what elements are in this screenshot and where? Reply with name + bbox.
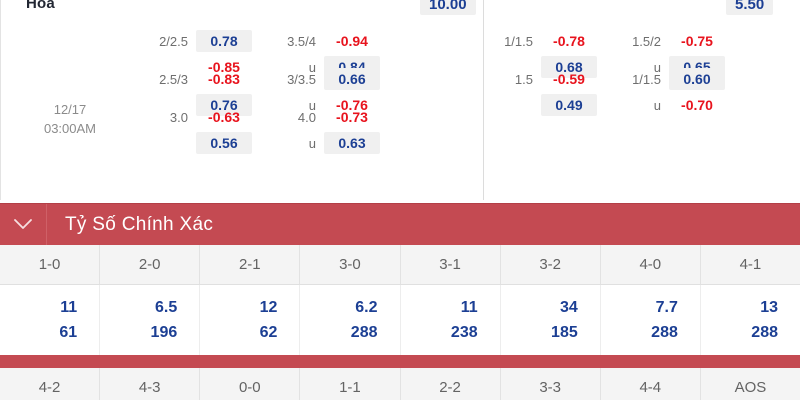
score-odd-primary[interactable]: 7.7 — [655, 298, 678, 316]
handicap-line: 1.5 — [514, 71, 533, 87]
score-odds-cell[interactable]: 11 238 — [401, 285, 501, 355]
ou-odd-under[interactable]: 0.63 — [324, 132, 380, 154]
ou-line: 3.5/4 — [287, 33, 316, 49]
handicap-overunder-panel: Hòa 10.00 5.50 12/17 03:00AM 2/2.5 0.78 … — [0, 0, 774, 200]
odds-block: 2.5/3 -0.83 3/3.5 0.66 0.76 u -0.76 — [150, 66, 380, 116]
ou-odd-over[interactable]: -0.73 — [336, 109, 368, 125]
section-red-divider — [0, 355, 800, 368]
score-odds-cell[interactable]: 6.5 196 — [100, 285, 201, 355]
score-odds-cell[interactable]: 12 62 — [200, 285, 301, 355]
score-odd-primary[interactable]: 6.5 — [155, 298, 178, 316]
handicap-odd-home[interactable]: -0.78 — [553, 33, 585, 49]
header-divider — [46, 203, 47, 246]
score-header-cell[interactable]: 4-3 — [100, 368, 201, 400]
correct-score-header-row-2: 4-2 4-3 0-0 1-1 2-2 3-3 4-4 AOS — [0, 368, 800, 400]
score-odd-secondary[interactable]: 238 — [450, 323, 478, 341]
score-header-cell[interactable]: 1-1 — [300, 368, 401, 400]
section-title: Tỷ Số Chính Xác — [65, 213, 214, 235]
draw-label: Hòa — [26, 0, 55, 12]
ou-under-label: u — [308, 97, 316, 113]
ou-line: 1.5/2 — [632, 33, 661, 49]
score-header-cell[interactable]: 3-3 — [501, 368, 601, 400]
handicap-line: 2/2.5 — [159, 33, 188, 49]
ou-under-label: u — [308, 135, 316, 151]
correct-score-header-row-1: 1-0 2-0 2-1 3-0 3-1 3-2 4-0 4-1 — [0, 245, 800, 285]
ou-under-label: u — [308, 59, 316, 75]
score-odd-primary[interactable]: 11 — [60, 298, 78, 316]
handicap-line: 3.0 — [169, 109, 188, 125]
handicap-odd-home[interactable]: 0.78 — [196, 30, 252, 52]
ou-line: 4.0 — [297, 109, 316, 125]
panel-center-divider — [483, 0, 484, 200]
score-odd-secondary[interactable]: 61 — [59, 323, 78, 341]
handicap-odd-home[interactable]: -0.63 — [208, 109, 240, 125]
handicap-odd-away[interactable]: -0.85 — [208, 59, 240, 75]
cut-odd-value-2[interactable]: 5.50 — [726, 0, 774, 15]
score-odds-cell[interactable]: 6.2 288 — [300, 285, 401, 355]
handicap-odd-home[interactable]: -0.59 — [553, 71, 585, 87]
score-header-cell[interactable]: 0-0 — [200, 368, 301, 400]
score-odd-secondary[interactable]: 196 — [150, 323, 178, 341]
handicap-odd-away[interactable]: 0.56 — [196, 132, 252, 154]
score-odd-primary[interactable]: 11 — [460, 298, 478, 316]
ou-line: 1/1.5 — [632, 71, 661, 87]
ou-under-label: u — [653, 97, 661, 113]
handicap-odd-away[interactable]: 0.68 — [541, 56, 597, 78]
score-odds-cell[interactable]: 13 288 — [701, 285, 800, 355]
score-header-cell[interactable]: AOS — [734, 379, 767, 396]
score-header-cell[interactable]: 2-0 — [100, 245, 201, 284]
score-header-cell[interactable]: 3-0 — [300, 245, 401, 284]
ou-odd-over[interactable]: -0.75 — [681, 33, 713, 49]
handicap-line: 1/1.5 — [504, 33, 533, 49]
ou-odd-over[interactable]: 0.60 — [669, 68, 725, 90]
score-odd-secondary[interactable]: 62 — [259, 323, 278, 341]
match-time: 03:00AM — [43, 121, 97, 136]
score-odds-cell[interactable]: 34 185 — [501, 285, 601, 355]
score-header-cell[interactable]: 4-0 — [601, 245, 701, 284]
score-odds-cell[interactable]: 11 61 — [0, 285, 101, 355]
ou-odd-under[interactable]: -0.70 — [681, 97, 713, 113]
correct-score-section-header[interactable]: Tỷ Số Chính Xác — [0, 203, 800, 246]
odds-block: 1/1.5 -0.78 1.5/2 -0.75 0.68 u 0.65 — [495, 28, 725, 78]
score-header-cell[interactable]: 4-2 — [0, 368, 101, 400]
score-odd-primary[interactable]: 13 — [760, 298, 778, 316]
score-odds-cell[interactable]: 7.7 288 — [601, 285, 701, 355]
ou-under-label: u — [653, 59, 661, 75]
handicap-odd-away[interactable]: 0.76 — [196, 94, 252, 116]
cut-odd-value-1[interactable]: 10.00 — [420, 0, 476, 15]
score-odd-secondary[interactable]: 288 — [350, 323, 378, 341]
chevron-down-icon[interactable] — [0, 216, 46, 233]
score-odd-secondary[interactable]: 185 — [551, 323, 578, 341]
correct-score-odds-row: 11 61 6.5 196 12 62 6.2 288 11 238 34 18… — [0, 285, 800, 355]
score-header-cell[interactable]: 3-1 — [401, 245, 501, 284]
odds-block: 2/2.5 0.78 3.5/4 -0.94 -0.85 u 0.84 — [150, 28, 380, 78]
handicap-odd-away[interactable]: 0.49 — [541, 94, 597, 116]
score-header-cell[interactable]: 2-2 — [401, 368, 501, 400]
odds-block: 3.0 -0.63 4.0 -0.73 0.56 u 0.63 — [150, 104, 380, 154]
score-header-cell[interactable]: 4-1 — [739, 256, 762, 273]
score-odd-primary[interactable]: 34 — [559, 298, 578, 316]
odds-grid-right: 1/1.5 -0.78 1.5/2 -0.75 0.68 u 0.65 1.5 — [495, 28, 725, 116]
odds-grid-left: 2/2.5 0.78 3.5/4 -0.94 -0.85 u 0.84 2.5/… — [150, 28, 380, 154]
score-odd-primary[interactable]: 12 — [259, 298, 278, 316]
score-odd-secondary[interactable]: 288 — [651, 323, 678, 341]
score-header-cell[interactable]: 3-2 — [501, 245, 601, 284]
score-odd-primary[interactable]: 6.2 — [355, 298, 378, 316]
handicap-odd-home[interactable]: -0.83 — [208, 71, 240, 87]
odds-block: 1.5 -0.59 1/1.5 0.60 0.49 u -0.70 — [495, 66, 725, 116]
match-date: 12/17 — [53, 102, 87, 117]
score-header-cell[interactable]: 1-0 — [0, 245, 101, 284]
ou-odd-over[interactable]: 0.66 — [324, 68, 380, 90]
ou-odd-over[interactable]: -0.94 — [336, 33, 368, 49]
ou-line: 3/3.5 — [287, 71, 316, 87]
score-header-cell[interactable]: 4-4 — [601, 368, 701, 400]
score-odd-secondary[interactable]: 288 — [751, 323, 778, 341]
handicap-line: 2.5/3 — [159, 71, 188, 87]
panel-left-divider — [0, 0, 1, 200]
ou-odd-under[interactable]: -0.76 — [336, 97, 368, 113]
score-header-cell[interactable]: 2-1 — [200, 245, 301, 284]
match-datetime: 12/17 03:00AM — [0, 100, 140, 138]
